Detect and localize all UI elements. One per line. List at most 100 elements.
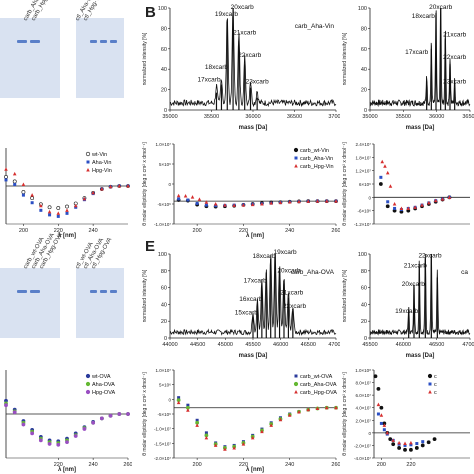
y-tick-label: -5×10⁶ xyxy=(158,412,172,417)
data-point xyxy=(99,416,104,421)
legend-label: carb_Aha-OVA xyxy=(291,269,335,276)
data-point xyxy=(409,447,413,452)
data-point xyxy=(74,205,78,209)
data-point xyxy=(287,413,292,417)
data-point xyxy=(315,199,320,203)
data-point xyxy=(241,442,246,446)
y-tick-label: 40 xyxy=(361,67,367,73)
x-tick-label: 240 xyxy=(285,228,294,234)
data-point xyxy=(21,190,26,194)
data-point xyxy=(232,445,236,450)
peak-label: 18xcarb xyxy=(253,253,277,260)
data-point xyxy=(204,200,209,204)
y-tick-label: 20 xyxy=(161,88,167,94)
data-point xyxy=(379,413,384,417)
legend-marker xyxy=(85,381,91,387)
data-point xyxy=(39,208,43,212)
y-tick-label: 0 xyxy=(368,431,371,436)
data-point xyxy=(117,184,122,188)
x-axis-label: mass [Da] xyxy=(406,353,435,359)
ms-spectrum-ova-carb: 44000 44500 45000 45500 46000 46500 47000 mass … xyxy=(140,246,340,360)
data-point xyxy=(250,435,255,440)
peak-label: 20xcarb xyxy=(231,4,255,11)
y-tick-label: -1.0×10⁷ xyxy=(154,427,171,432)
data-point xyxy=(195,423,199,427)
y-tick-label: 6×10⁶ xyxy=(359,182,371,187)
legend-label: carb_wt-Vin xyxy=(300,148,329,154)
data-point xyxy=(378,182,383,186)
x-tick-label: 45500 xyxy=(245,342,260,348)
data-point xyxy=(379,421,383,425)
y-tick-label: -1.5×10⁷ xyxy=(154,441,171,446)
data-point xyxy=(287,200,292,204)
legend-marker xyxy=(86,160,90,164)
y-tick-label: 0 xyxy=(368,195,371,200)
panel-letter-b: B xyxy=(145,4,156,21)
legend-marker xyxy=(86,168,90,172)
data-point xyxy=(108,184,113,189)
data-point xyxy=(82,427,87,431)
y-tick-label: 20 xyxy=(361,319,367,325)
spectrum-line xyxy=(369,253,471,336)
y-tick-label: 40 xyxy=(361,302,367,308)
legend-marker xyxy=(293,147,299,153)
spectrum-line xyxy=(169,253,337,337)
data-point xyxy=(204,431,208,435)
y-tick-label: 100 xyxy=(158,6,167,12)
data-point xyxy=(56,442,61,447)
y-tick-label: 1.0×10⁷ xyxy=(155,368,171,373)
gel-image xyxy=(0,18,60,98)
data-point xyxy=(391,438,395,442)
x-tick-label: 46000 xyxy=(273,342,288,348)
data-point xyxy=(432,437,437,442)
y-tick-label: 60 xyxy=(361,47,367,53)
peak-label: 18xcarb xyxy=(412,13,436,20)
legend-label: carb_Hpg-OVA xyxy=(300,390,337,396)
y-tick-label: 100 xyxy=(358,6,367,12)
data-point xyxy=(403,443,407,447)
data-point xyxy=(47,205,52,210)
data-point xyxy=(186,198,190,202)
data-point xyxy=(386,200,390,204)
x-tick-label: 220 xyxy=(406,462,415,468)
legend-label: carb_Aha-Vin xyxy=(300,156,333,162)
y-tick-label: 1.2×10⁷ xyxy=(355,169,371,174)
y-tick-label: 0 xyxy=(164,108,167,114)
gel-image xyxy=(76,18,124,98)
data-point xyxy=(126,412,130,416)
legend-label: carb_Aha-OVA xyxy=(300,382,337,388)
data-point xyxy=(73,434,78,438)
data-point xyxy=(47,442,52,446)
y-tick-label: 60 xyxy=(361,286,367,292)
y-tick-label: 20 xyxy=(361,88,367,94)
data-point xyxy=(409,440,413,445)
data-point xyxy=(65,211,69,215)
legend-label: wt-Vin xyxy=(91,152,107,158)
gel-band xyxy=(100,40,107,43)
y-tick-label: 80 xyxy=(361,269,367,275)
data-point xyxy=(297,199,301,204)
x-tick-label: 260 xyxy=(123,462,132,468)
data-point xyxy=(190,195,195,199)
legend-label: Aha-OVA xyxy=(92,382,115,388)
ms-spectrum-vin-ctl: 35000 35500 36000 36500 mass [Da] 0 20 40 60 80 10… xyxy=(340,0,474,132)
y-tick-label: 0 xyxy=(168,182,171,187)
data-point xyxy=(379,175,383,179)
y-tick-label: 8.0×10⁷ xyxy=(355,381,371,386)
x-tick-label: 44500 xyxy=(190,342,205,348)
data-point xyxy=(420,443,425,448)
data-point xyxy=(21,193,25,197)
data-point xyxy=(177,197,181,201)
peak-label: 19xcarb xyxy=(215,11,239,18)
y-tick-label: 60 xyxy=(161,47,167,53)
data-point xyxy=(376,386,381,391)
cd-spectrum-vin-ctl: 2.4×10⁷ 1.8×10⁷ 1.2×10⁷ 6×10⁶ 0 -6×10⁶ -1.2×10… xyxy=(340,136,474,240)
legend-label: carb_Hpg-Vin xyxy=(300,164,334,170)
y-tick-label: 0 xyxy=(364,108,367,114)
cd-spectrum-vin-carb: 200 220 240 260 λ [nm] 1.0×10⁷ 5×10⁶ 0 -5×10⁶ -1.… xyxy=(140,136,340,240)
legend-marker xyxy=(294,374,298,378)
data-point xyxy=(306,407,311,412)
y-tick-label: -2.0×10⁷ xyxy=(154,456,171,461)
y-tick-label: 20 xyxy=(161,319,167,325)
data-point xyxy=(73,203,78,208)
